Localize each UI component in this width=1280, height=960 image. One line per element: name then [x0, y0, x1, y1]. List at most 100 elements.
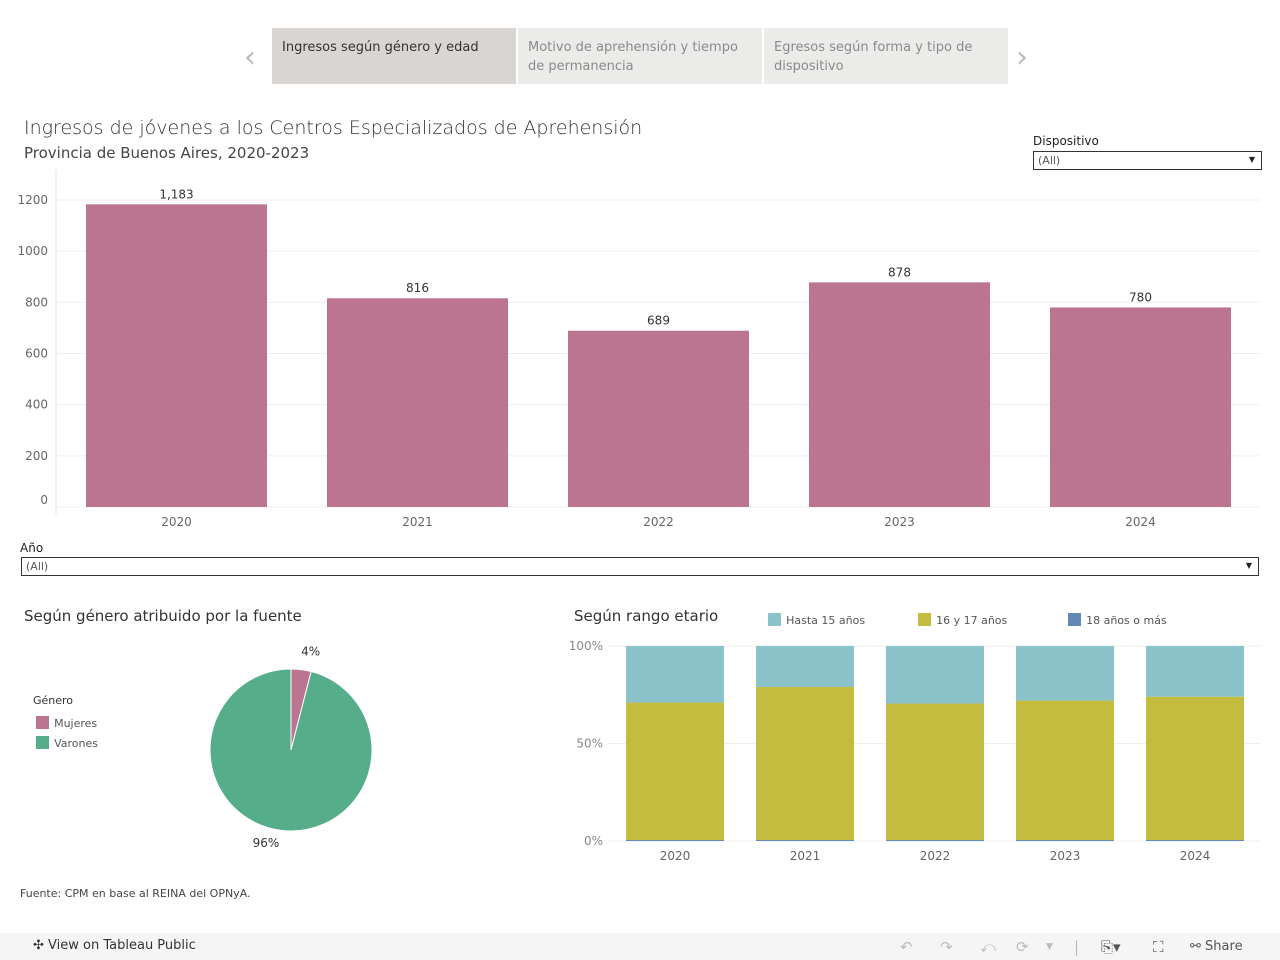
x-tick-label: 2024: [1180, 849, 1211, 863]
x-tick-label: 2020: [161, 515, 192, 529]
y-tick-label: 0%: [584, 834, 603, 848]
stack-segment-2020: [626, 840, 724, 841]
bar-2020: [86, 204, 267, 507]
stack-segment-2020: [626, 702, 724, 841]
legend-label: Varones: [54, 737, 98, 750]
x-tick-label: 2022: [643, 515, 674, 529]
data-label: 816: [406, 281, 429, 295]
pie-label: 4%: [301, 645, 320, 659]
stack-segment-2021: [756, 840, 854, 841]
tab-motivo[interactable]: Motivo de aprehensión y tiempo de perman…: [518, 28, 762, 84]
swatch: [768, 613, 781, 626]
tableau-toolbar: ✣ View on Tableau Public ↶ ↷ ⤺ ⟳ ▼ | ⎘▾ …: [0, 933, 1280, 960]
gender-legend-title: Género: [33, 694, 74, 707]
x-tick-label: 2023: [884, 515, 915, 529]
stack-segment-2023: [1016, 840, 1114, 841]
legend-hasta15[interactable]: Hasta 15 años: [768, 609, 865, 628]
tab-ingresos[interactable]: Ingresos según género y edad: [272, 28, 516, 84]
undo-icon[interactable]: ↶: [900, 938, 913, 956]
main-bar-chart: 0 200 400 600 800 1000 1200 1,183 2020 816 2021 689…: [17, 170, 1260, 529]
data-label: 780: [1129, 290, 1152, 304]
age-stacked-chart: 0% 50% 100% 2020 2021 2022 2023 2024: [569, 639, 1260, 863]
y-tick-label: 600: [25, 347, 48, 361]
page-title: Ingresos de jóvenes a los Centros Especi…: [24, 117, 643, 139]
chevron-right-icon[interactable]: ›: [1016, 40, 1028, 75]
stack-segment-2024: [1146, 646, 1244, 697]
y-tick-label: 200: [25, 449, 48, 463]
bar-2021: [327, 298, 508, 507]
data-label: 878: [888, 265, 911, 279]
stack-segment-2024: [1146, 696, 1244, 841]
legend-label: 18 años o más: [1086, 614, 1167, 627]
y-tick-label: 1200: [17, 193, 48, 207]
stack-segment-2022: [886, 703, 984, 841]
view-on-tableau-link[interactable]: ✣ View on Tableau Public: [33, 938, 196, 953]
swatch-mujeres: [36, 716, 49, 729]
share-button[interactable]: ⚯ Share: [1190, 939, 1243, 954]
source-note: Fuente: CPM en base al REINA del OPNyA.: [20, 887, 251, 900]
gender-section-title: Según género atribuido por la fuente: [24, 607, 302, 625]
bar-2024: [1050, 307, 1231, 507]
swatch-varones: [36, 736, 49, 749]
pie-slice-varones: [209, 668, 373, 832]
dispositivo-value: (All): [1038, 154, 1061, 167]
swatch: [1068, 613, 1081, 626]
refresh-icon[interactable]: ⟳: [1016, 938, 1029, 956]
view-label: View on Tableau Public: [48, 938, 196, 953]
page-subtitle: Provincia de Buenos Aires, 2020-2023: [24, 144, 310, 162]
data-label: 1,183: [159, 187, 193, 201]
caret-down-icon: ▼: [1248, 155, 1255, 164]
chevron-left-icon[interactable]: ‹: [244, 40, 256, 75]
anio-label: Año: [20, 541, 44, 555]
legend-16y17[interactable]: 16 y 17 años: [918, 609, 1007, 628]
swatch: [918, 613, 931, 626]
stack-segment-2023: [1016, 646, 1114, 701]
dispositivo-select[interactable]: (All) ▼: [1033, 151, 1262, 170]
anio-value: (All): [26, 560, 49, 573]
share-icon: ⚯: [1190, 939, 1201, 954]
gender-pie-chart: 4% 96%: [209, 645, 373, 850]
data-label: 689: [647, 314, 670, 328]
legend-varones[interactable]: Varones: [36, 732, 98, 751]
x-tick-label: 2023: [1050, 849, 1081, 863]
fullscreen-icon[interactable]: ⛶: [1153, 938, 1164, 956]
anio-select[interactable]: (All) ▼: [21, 557, 1259, 576]
x-tick-label: 2024: [1125, 515, 1156, 529]
dispositivo-label: Dispositivo: [1033, 134, 1099, 148]
y-tick-label: 50%: [576, 737, 603, 751]
legend-label: Mujeres: [54, 717, 98, 730]
tableau-logo-icon: ✣: [33, 938, 44, 953]
stack-segment-2022: [886, 840, 984, 841]
caret-down-icon[interactable]: ▼: [1046, 942, 1053, 952]
download-icon[interactable]: ⎘▾: [1101, 938, 1121, 956]
legend-18mas[interactable]: 18 años o más: [1068, 609, 1167, 628]
stack-segment-2023: [1016, 700, 1114, 841]
divider: |: [1074, 938, 1080, 956]
tab-egresos[interactable]: Egresos según forma y tipo de dispositiv…: [764, 28, 1008, 84]
y-tick-label: 1000: [17, 244, 48, 258]
revert-icon[interactable]: ⤺: [980, 938, 997, 956]
legend-label: Hasta 15 años: [786, 614, 866, 627]
y-tick-label: 400: [25, 398, 48, 412]
stack-segment-2021: [756, 646, 854, 687]
stack-segment-2024: [1146, 840, 1244, 841]
stack-segment-2020: [626, 646, 724, 703]
pie-label: 96%: [253, 836, 280, 850]
bar-2023: [809, 282, 990, 507]
legend-label: 16 y 17 años: [936, 614, 1008, 627]
x-tick-label: 2021: [402, 515, 433, 529]
stack-segment-2021: [756, 686, 854, 841]
bar-2022: [568, 330, 749, 507]
caret-down-icon: ▼: [1245, 561, 1252, 570]
y-tick-label: 100%: [569, 639, 603, 653]
redo-icon[interactable]: ↷: [940, 938, 953, 956]
legend-mujeres[interactable]: Mujeres: [36, 712, 97, 731]
age-section-title: Según rango etario: [574, 607, 719, 625]
x-tick-label: 2021: [790, 849, 821, 863]
share-label: Share: [1205, 939, 1243, 954]
y-tick-label: 0: [40, 493, 48, 507]
x-tick-label: 2022: [920, 849, 951, 863]
stack-segment-2022: [886, 646, 984, 704]
x-tick-label: 2020: [660, 849, 691, 863]
y-tick-label: 800: [25, 295, 48, 309]
